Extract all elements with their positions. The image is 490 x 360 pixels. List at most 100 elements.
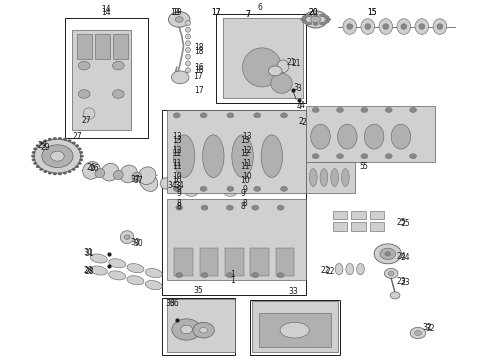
Ellipse shape [113, 170, 123, 180]
Text: 17: 17 [194, 86, 203, 95]
Ellipse shape [342, 168, 349, 186]
Ellipse shape [347, 24, 353, 30]
Bar [216, 14, 306, 103]
Bar [95, 33, 110, 59]
Bar [113, 33, 127, 59]
Ellipse shape [243, 48, 282, 87]
Circle shape [311, 16, 320, 23]
Bar [276, 248, 294, 276]
Ellipse shape [320, 168, 328, 186]
Text: 19: 19 [171, 8, 180, 17]
Ellipse shape [48, 138, 52, 141]
Circle shape [173, 186, 180, 191]
Ellipse shape [75, 144, 79, 147]
Ellipse shape [127, 264, 144, 273]
Ellipse shape [186, 204, 197, 210]
Circle shape [269, 66, 282, 76]
Text: 10: 10 [240, 176, 250, 185]
Circle shape [50, 151, 64, 161]
Ellipse shape [139, 172, 158, 192]
Text: 8: 8 [243, 199, 247, 208]
Bar [306, 162, 355, 193]
Text: 21: 21 [291, 59, 301, 68]
Ellipse shape [186, 164, 197, 170]
Text: 15: 15 [367, 8, 376, 17]
Circle shape [384, 269, 398, 278]
Ellipse shape [127, 276, 144, 285]
Text: 11: 11 [240, 162, 249, 171]
Ellipse shape [271, 73, 292, 93]
Circle shape [175, 17, 183, 22]
Ellipse shape [302, 16, 307, 19]
Circle shape [226, 273, 233, 278]
Ellipse shape [361, 19, 374, 34]
Bar [77, 33, 92, 59]
Ellipse shape [319, 22, 324, 25]
Ellipse shape [83, 162, 100, 179]
Text: 2: 2 [299, 117, 303, 126]
Text: 3: 3 [296, 84, 301, 93]
Ellipse shape [224, 138, 236, 143]
Circle shape [252, 273, 259, 278]
Ellipse shape [224, 150, 236, 156]
Text: 13: 13 [172, 136, 182, 145]
Ellipse shape [365, 24, 371, 30]
Ellipse shape [173, 135, 195, 177]
Circle shape [124, 235, 130, 239]
Text: 10: 10 [172, 176, 182, 185]
Ellipse shape [186, 138, 197, 143]
Bar [225, 248, 244, 276]
Text: 7: 7 [245, 10, 250, 19]
Ellipse shape [63, 138, 67, 141]
Ellipse shape [277, 60, 289, 73]
Ellipse shape [32, 151, 36, 154]
Circle shape [390, 292, 400, 299]
Ellipse shape [319, 14, 324, 17]
Ellipse shape [63, 172, 67, 175]
Circle shape [254, 186, 261, 191]
Text: 34: 34 [174, 181, 184, 190]
Ellipse shape [280, 323, 309, 338]
Text: 17: 17 [193, 72, 202, 81]
Ellipse shape [437, 24, 443, 30]
Text: 27: 27 [72, 132, 82, 141]
Text: 22: 22 [325, 267, 335, 276]
Ellipse shape [160, 178, 172, 189]
Text: 24: 24 [396, 252, 406, 261]
Ellipse shape [90, 254, 107, 263]
Bar [167, 299, 235, 351]
Text: 21: 21 [287, 58, 296, 67]
Circle shape [312, 108, 319, 112]
Ellipse shape [232, 135, 253, 177]
Ellipse shape [146, 280, 162, 290]
Circle shape [281, 186, 288, 191]
Text: 13: 13 [240, 136, 250, 145]
Circle shape [227, 186, 234, 191]
Text: 1: 1 [230, 276, 235, 285]
Text: 27: 27 [82, 116, 92, 125]
Ellipse shape [365, 124, 384, 149]
Bar [252, 301, 338, 351]
Ellipse shape [186, 68, 191, 73]
Bar [333, 222, 347, 231]
Ellipse shape [32, 158, 36, 161]
Bar [351, 211, 366, 219]
Ellipse shape [53, 137, 57, 140]
Bar [370, 211, 384, 219]
Ellipse shape [186, 54, 191, 59]
Circle shape [374, 244, 401, 264]
Circle shape [201, 205, 208, 210]
Bar [333, 211, 347, 219]
Circle shape [113, 61, 124, 70]
Text: 14: 14 [101, 5, 111, 14]
Text: 18: 18 [194, 47, 203, 56]
Ellipse shape [433, 19, 447, 34]
Ellipse shape [186, 191, 197, 196]
Text: 11: 11 [172, 162, 182, 171]
Text: 18: 18 [194, 43, 203, 52]
Text: 23: 23 [401, 278, 411, 287]
Ellipse shape [224, 191, 236, 196]
Circle shape [193, 323, 214, 338]
Text: 25: 25 [396, 219, 406, 228]
Text: 8: 8 [177, 199, 182, 208]
